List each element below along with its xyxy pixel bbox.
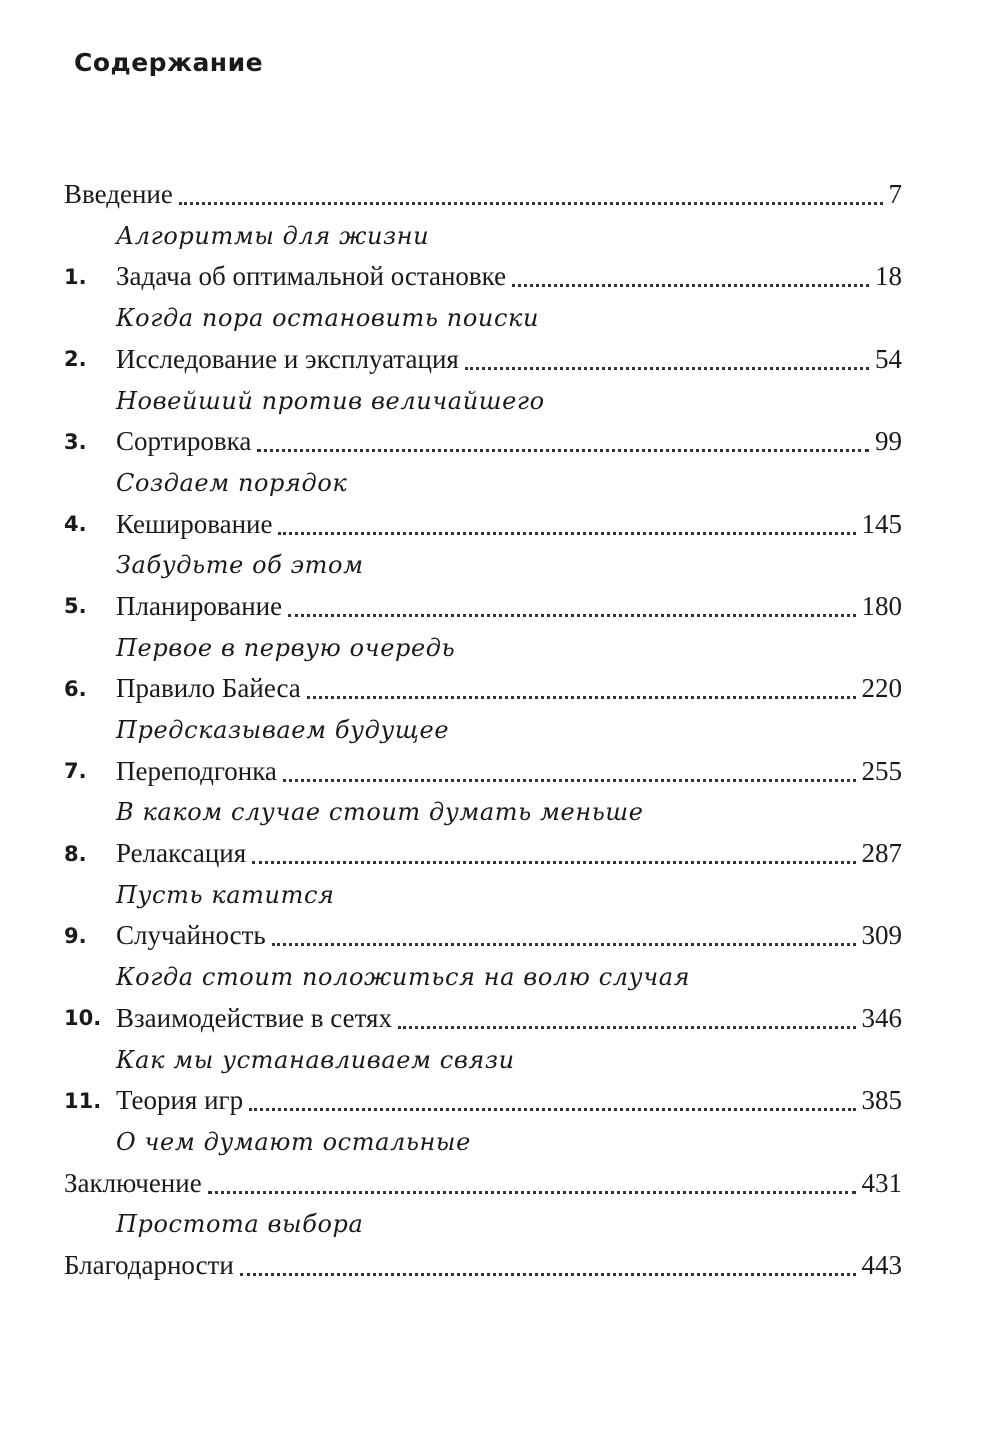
page-number: 287 bbox=[861, 838, 903, 869]
dot-leader bbox=[178, 202, 883, 206]
entry-title: Сортировка bbox=[116, 426, 252, 457]
entry-subtitle: В каком случае стоит думать меньше bbox=[116, 798, 644, 827]
chapter-number: 8. bbox=[64, 841, 87, 866]
entry-title: Заключение bbox=[64, 1167, 202, 1198]
chapter-number: 11. bbox=[64, 1088, 102, 1113]
chapter-number: 9. bbox=[64, 923, 87, 948]
chapter-number: 5. bbox=[64, 594, 87, 619]
entry-subtitle: Когда стоит положиться на волю случая bbox=[116, 963, 691, 992]
entry-title: Теория игр bbox=[116, 1085, 244, 1116]
entry-subtitle: Когда пора остановить поиски bbox=[116, 304, 539, 333]
entry-title: Благодарности bbox=[64, 1249, 234, 1280]
toc-entry[interactable]: 5. Планирование 180 bbox=[64, 586, 902, 627]
entry-subtitle: Первое в первую очередь bbox=[116, 633, 456, 662]
page-number: 99 bbox=[875, 426, 902, 457]
page-number: 145 bbox=[861, 508, 903, 539]
dot-leader bbox=[512, 284, 869, 288]
entry-title: Исследование и эксплуатация bbox=[116, 343, 459, 374]
toc-entry[interactable]: 1. Задача об оптимальной остановке 18 bbox=[64, 256, 902, 297]
chapter-number: 6. bbox=[64, 676, 87, 701]
page-number: 180 bbox=[861, 590, 903, 621]
toc-entry[interactable]: 8. Релаксация 287 bbox=[64, 833, 902, 874]
toc-entry[interactable]: 10. Взаимодействие в сетях 346 bbox=[64, 998, 902, 1039]
page-number: 7 bbox=[888, 179, 903, 210]
chapter-number: 10. bbox=[64, 1006, 102, 1031]
entry-subtitle: Простота выбора bbox=[116, 1210, 364, 1239]
entry-title: Планирование bbox=[116, 590, 283, 621]
dot-leader bbox=[249, 1108, 856, 1112]
chapter-number: 1. bbox=[64, 264, 87, 289]
dot-leader bbox=[257, 449, 869, 453]
toc-entry[interactable]: Заключение 431 bbox=[64, 1163, 902, 1204]
entry-subtitle: Новейший против величайшего bbox=[116, 386, 545, 415]
toc-entry[interactable]: 9. Случайность 309 bbox=[64, 915, 902, 956]
dot-leader bbox=[271, 943, 856, 947]
page-number: 255 bbox=[861, 755, 903, 786]
page-number: 385 bbox=[861, 1085, 903, 1116]
entry-subtitle: Как мы устанавливаем связи bbox=[116, 1045, 515, 1074]
dot-leader bbox=[282, 778, 856, 782]
entry-title: Кеширование bbox=[116, 508, 273, 539]
toc-entry[interactable]: 4. Кеширование 145 bbox=[64, 504, 902, 545]
dot-leader bbox=[207, 1190, 856, 1194]
entry-title: Введение bbox=[64, 179, 173, 210]
entry-title: Случайность bbox=[116, 920, 266, 951]
toc-entry[interactable]: 7. Переподгонка 255 bbox=[64, 751, 902, 792]
dot-leader bbox=[306, 696, 856, 700]
toc-entry[interactable]: 2. Исследование и эксплуатация 54 bbox=[64, 339, 902, 380]
page-number: 431 bbox=[861, 1167, 903, 1198]
entry-subtitle: Предсказываем будущее bbox=[116, 716, 450, 745]
entry-subtitle: Создаем порядок bbox=[116, 468, 348, 497]
entry-title: Релаксация bbox=[116, 838, 247, 869]
chapter-number: 2. bbox=[64, 347, 87, 372]
toc-entry[interactable]: Введение 7 bbox=[64, 174, 902, 215]
chapter-number: 7. bbox=[64, 759, 87, 784]
dot-leader bbox=[464, 366, 869, 370]
dot-leader bbox=[239, 1272, 856, 1276]
page-number: 54 bbox=[875, 343, 902, 374]
page-number: 220 bbox=[861, 673, 903, 704]
toc-entry[interactable]: 11. Теория игр 385 bbox=[64, 1080, 902, 1121]
toc-entry[interactable]: 3. Сортировка 99 bbox=[64, 421, 902, 462]
table-of-contents: Введение 7 Алгоритмы для жизни 1. Задача об … bbox=[64, 174, 902, 1286]
page-number: 18 bbox=[875, 261, 902, 292]
chapter-number: 4. bbox=[64, 512, 87, 537]
page-number: 309 bbox=[861, 920, 903, 951]
page-number: 443 bbox=[861, 1249, 903, 1280]
toc-entry[interactable]: 6. Правило Байеса 220 bbox=[64, 668, 902, 709]
entry-subtitle: Пусть катится bbox=[116, 880, 335, 909]
dot-leader bbox=[397, 1025, 856, 1029]
dot-leader bbox=[252, 861, 856, 865]
chapter-number: 3. bbox=[64, 429, 87, 454]
entry-subtitle: О чем думают остальные bbox=[116, 1127, 471, 1156]
page-number: 346 bbox=[861, 1002, 903, 1033]
entry-title: Правило Байеса bbox=[116, 673, 301, 704]
entry-title: Взаимодействие в сетях bbox=[116, 1002, 392, 1033]
entry-title: Задача об оптимальной остановке bbox=[116, 261, 507, 292]
entry-subtitle: Забудьте об этом bbox=[116, 551, 364, 580]
toc-entry[interactable]: Благодарности 443 bbox=[64, 1245, 902, 1286]
dot-leader bbox=[288, 613, 856, 617]
dot-leader bbox=[278, 531, 856, 535]
entry-subtitle: Алгоритмы для жизни bbox=[116, 221, 430, 250]
page-title: Содержание bbox=[74, 48, 264, 77]
entry-title: Переподгонка bbox=[116, 755, 277, 786]
